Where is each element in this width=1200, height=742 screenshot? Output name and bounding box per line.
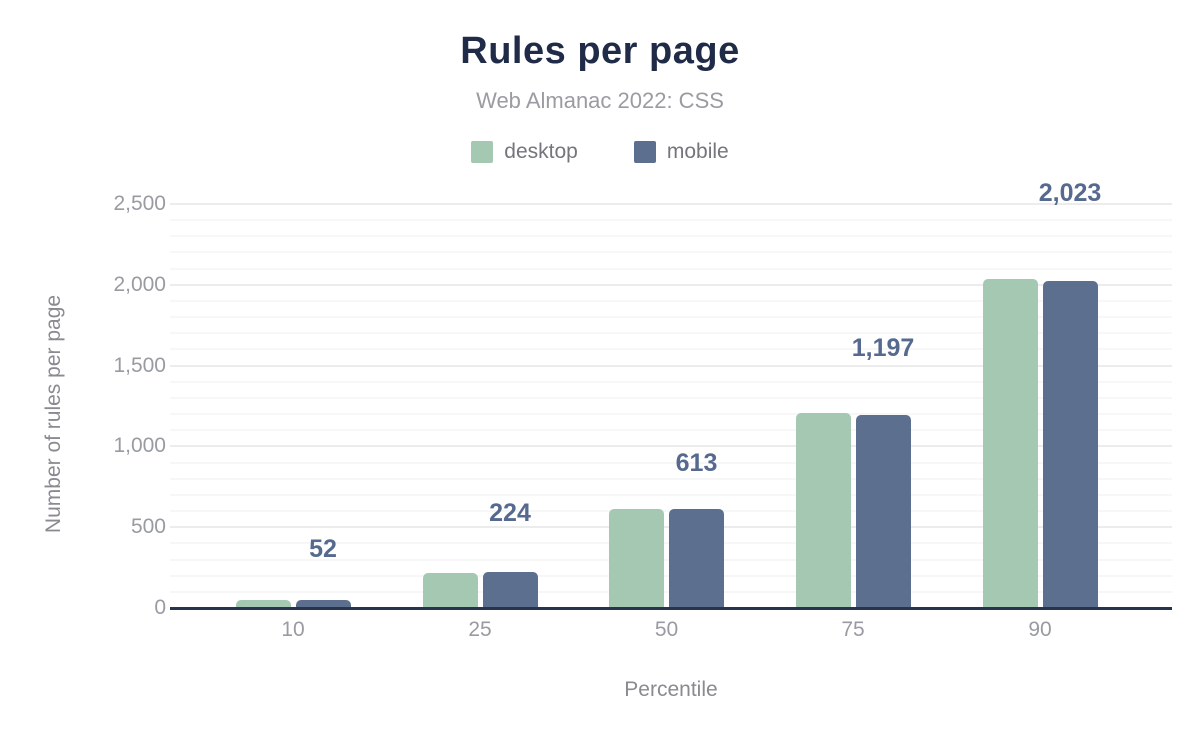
value-label-p50: 613 [675, 448, 718, 477]
bar-desktop-p25 [422, 573, 478, 608]
gridline-minor [170, 299, 1172, 302]
x-axis-title: Percentile [624, 678, 718, 701]
bar-mobile-p25 [482, 571, 538, 608]
legend-item-desktop: desktop [471, 140, 578, 164]
gridline-minor [170, 219, 1172, 222]
x-tick-10: 10 [281, 618, 305, 641]
gridline-minor [170, 348, 1172, 351]
chart-title: Rules per page [460, 30, 740, 72]
value-label-p25: 224 [489, 498, 531, 527]
chart-subtitle: Web Almanac 2022: CSS [476, 88, 724, 113]
gridline-minor [170, 251, 1172, 254]
legend-swatch-desktop [471, 141, 494, 163]
gridline-major [170, 364, 1172, 367]
y-tick-0: 0 [154, 596, 166, 619]
value-label-p75: 1,197 [851, 333, 915, 362]
value-label-p90: 2,023 [1038, 179, 1102, 208]
legend-label-mobile: mobile [666, 140, 729, 163]
plot-area: 52 224 613 1,197 2,023 10 25 50 75 90 [170, 179, 1172, 641]
bar-desktop-p75 [795, 413, 851, 608]
gridline-major [170, 283, 1172, 286]
y-tick-2500: 2,500 [113, 192, 166, 215]
y-tick-500: 500 [130, 515, 166, 539]
x-tick-50: 50 [654, 618, 679, 641]
gridline-minor [170, 413, 1172, 416]
gridline-major [170, 445, 1172, 448]
legend-swatch-mobile [633, 141, 656, 163]
x-tick-75: 75 [841, 618, 865, 641]
bar-mobile-p90 [1042, 281, 1098, 608]
x-tick-25: 25 [468, 618, 492, 641]
gridline-minor [170, 316, 1172, 319]
gridline-minor [170, 396, 1172, 399]
y-tick-1500: 1,500 [113, 353, 166, 377]
gridline-minor [170, 461, 1172, 464]
x-tick-90: 90 [1028, 618, 1052, 641]
bar-desktop-p90 [982, 279, 1038, 608]
legend-label-desktop: desktop [504, 140, 578, 163]
gridline-minor [170, 267, 1172, 270]
gridline-minor [170, 332, 1172, 335]
y-tick-2000: 2,000 [113, 272, 166, 296]
gridline-minor [170, 429, 1172, 432]
bar-mobile-p10 [295, 599, 351, 608]
legend: desktop mobile [0, 140, 1200, 164]
gridline-minor [170, 235, 1172, 238]
value-label-p10: 52 [309, 534, 337, 563]
y-tick-1000: 1,000 [113, 434, 166, 458]
legend-item-mobile: mobile [633, 140, 729, 164]
gridline-minor [170, 493, 1172, 496]
bar-mobile-p75 [855, 414, 911, 608]
bar-desktop-p50 [609, 509, 664, 608]
bar-desktop-p10 [235, 600, 291, 608]
y-axis-title: Number of rules per page [42, 294, 65, 534]
x-axis-line [170, 607, 1172, 610]
gridline-minor [170, 477, 1172, 480]
bar-mobile-p50 [669, 508, 724, 608]
gridline-major [170, 203, 1172, 205]
gridline-minor [170, 380, 1172, 383]
